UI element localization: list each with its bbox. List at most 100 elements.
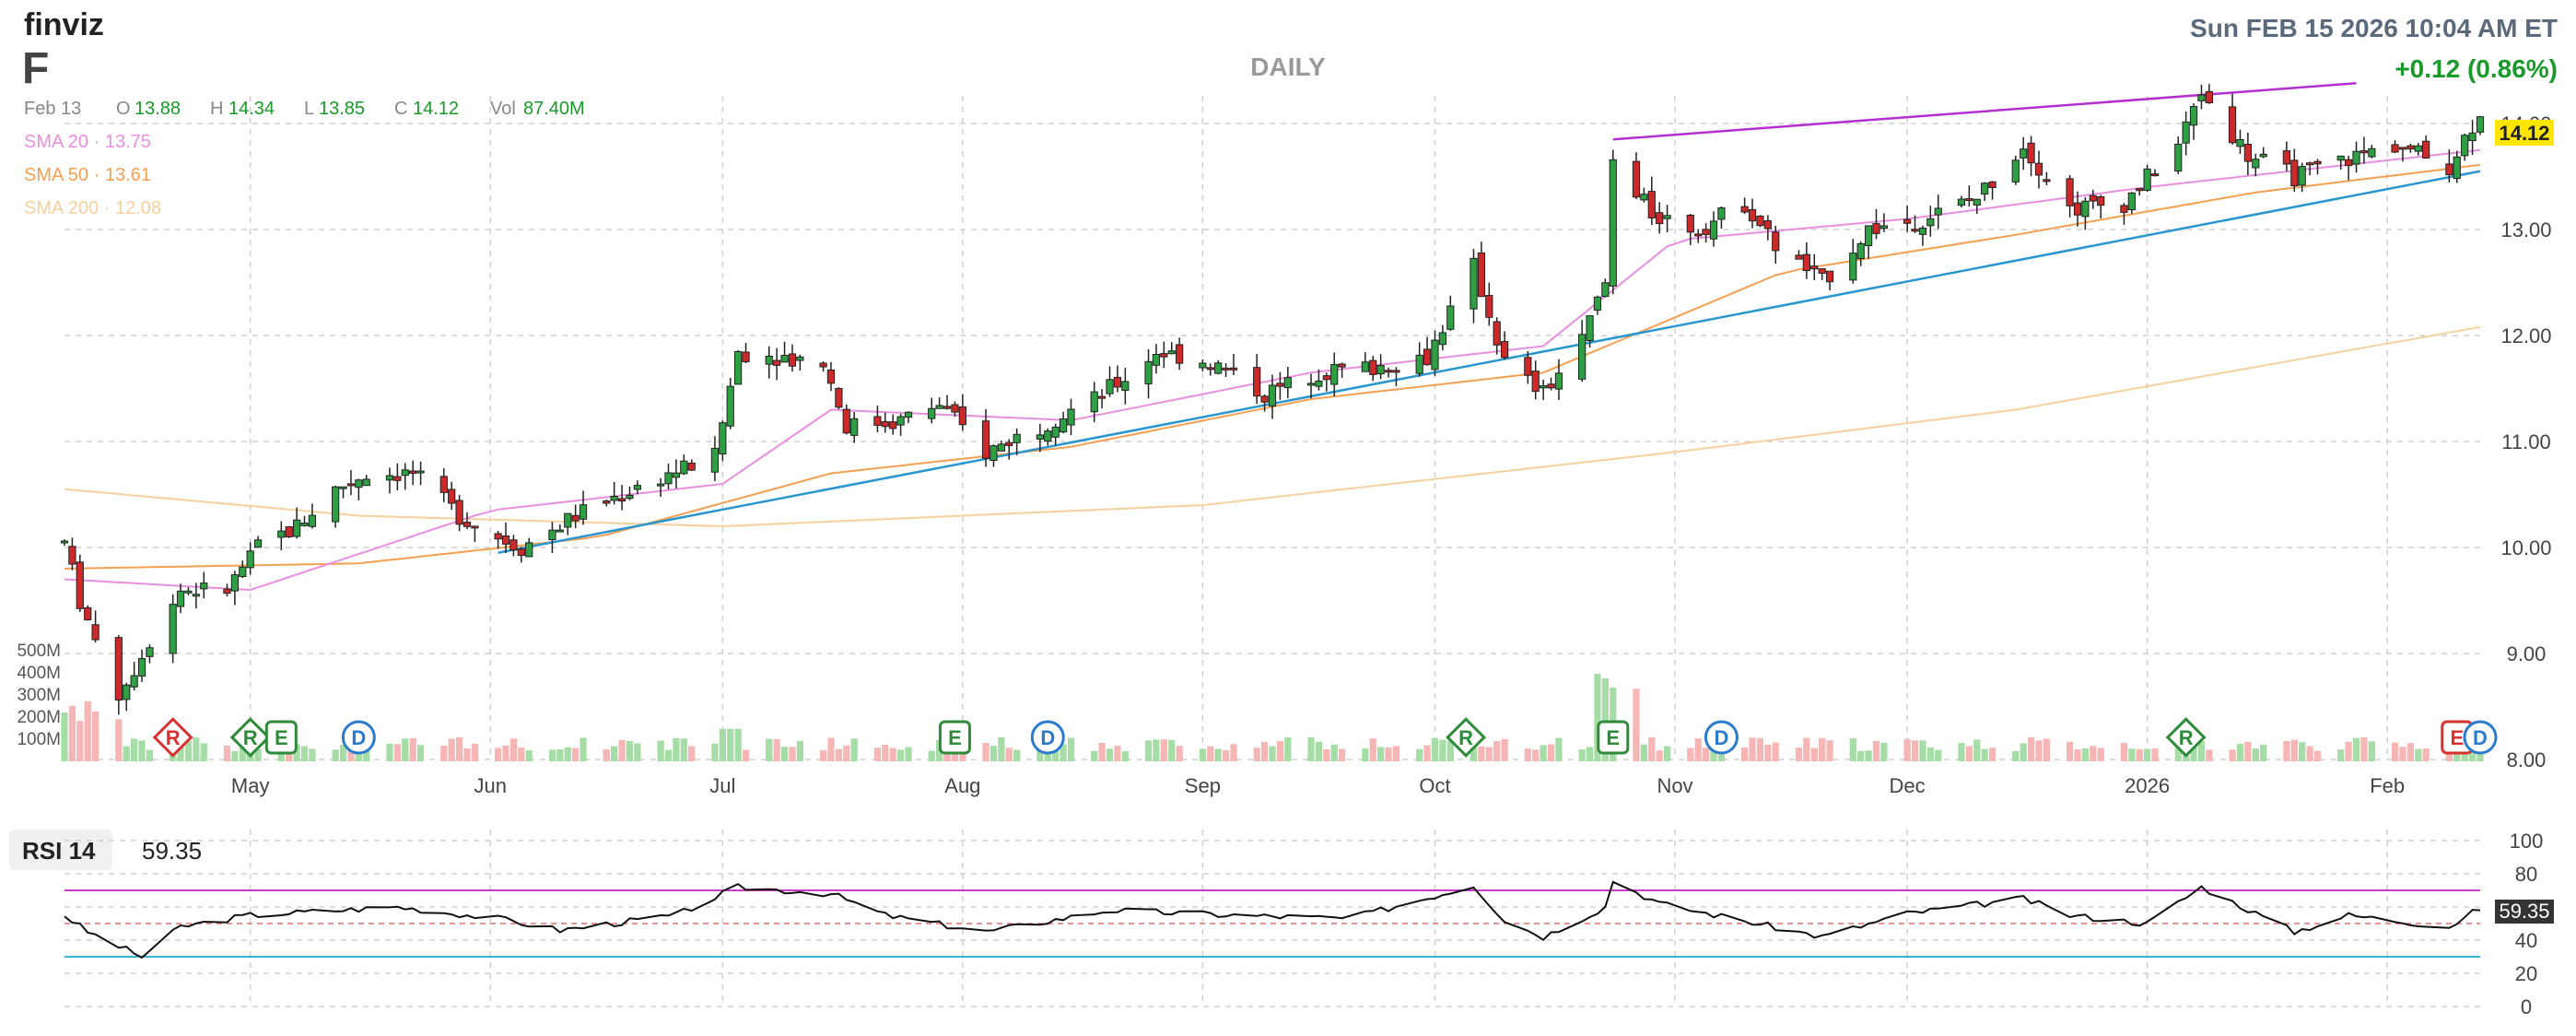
volume-bar [789,747,796,761]
ohlc-low-value: 13.85 [319,99,365,119]
candle [2259,147,2267,159]
event-marker-R[interactable]: R [152,717,193,758]
candle [1199,359,1207,371]
volume-bar [2468,748,2476,761]
volume-bar [634,743,641,761]
candle [1415,342,1423,377]
trendline-lower[interactable] [498,170,2481,554]
candle [664,464,673,489]
volume-bar [131,738,138,761]
event-marker-R[interactable]: R [2165,717,2207,758]
candle [2398,147,2407,162]
rsi-label-box[interactable] [9,830,112,870]
candle [626,486,634,500]
event-marker-R[interactable]: R [1446,717,1487,758]
volume-tick-label: 200M [17,708,61,727]
volume-bar [286,750,293,761]
time-tick-label: Oct [1419,774,1450,797]
volume-bar [688,746,696,761]
volume-tick-label: 400M [17,664,61,683]
candle [91,610,100,643]
volume-bar [2027,736,2035,761]
event-marker-E[interactable]: E [938,720,971,755]
candle [579,490,588,525]
brand-logo[interactable]: finviz [24,7,104,42]
volume-bar [1385,747,1392,761]
ohlc-open-value: 13.88 [135,99,181,119]
trendline-upper[interactable] [1612,82,2357,141]
svg-text:R: R [166,726,181,749]
svg-text:E: E [275,726,288,749]
candle [680,454,688,476]
candle [123,682,131,712]
volume-bar [580,737,587,761]
candle [2073,191,2082,227]
event-marker-D[interactable]: D [1030,720,1065,755]
candle [2414,143,2422,156]
event-marker-D[interactable]: D [2463,720,2498,755]
candle [339,486,347,499]
volume-bar [463,748,471,761]
volume-bar [402,738,409,761]
candle [1856,241,1865,266]
volume-bar [1640,744,1647,761]
trendlines[interactable] [498,82,2481,554]
volume-bar [123,746,130,761]
svg-text:D: D [351,726,366,749]
volume-bar [1633,689,1640,761]
candle [1361,351,1369,372]
volume-bar [146,749,154,761]
volume-bar [1958,743,1965,761]
volume-bar [1919,740,1926,761]
candle [2150,169,2160,177]
candle [1547,377,1555,391]
volume-bar [471,744,479,761]
volume-bar [897,749,905,761]
candle [2313,159,2322,175]
volume-bar [2190,744,2197,761]
event-marker-E[interactable]: E [264,720,298,755]
volume-bar [1656,750,1663,761]
volume-bar [1323,748,1330,761]
candle [2476,115,2485,135]
volume-bar [2313,750,2322,761]
candle [1067,398,1075,436]
volume-bar [1153,739,1160,761]
event-marker-E[interactable]: E [1597,720,1630,755]
volume-bar [1284,736,1292,761]
candle [1593,295,1602,315]
volume-bar [393,744,401,761]
candle [1872,208,1880,240]
candle [2127,192,2136,214]
candle [1756,215,1764,228]
volume-bar [2229,749,2236,761]
candle [2136,188,2144,196]
candle [997,441,1005,452]
candle [246,542,254,575]
volume-bar [1849,738,1856,761]
candle [1306,373,1316,399]
candle [1795,250,1803,260]
candle [2089,189,2097,209]
candle [2453,150,2461,183]
volume-bar [843,745,850,761]
event-marker-D[interactable]: D [1704,720,1739,755]
volume-bar [2151,748,2159,761]
volume-bar [509,738,518,761]
svg-text:E: E [948,726,962,749]
candle [517,547,525,563]
volume-bar [355,749,362,761]
volume-bar [2360,736,2368,761]
candle [742,343,750,364]
volume-bar [2066,741,2074,761]
candle [1849,239,1857,284]
volume-bar [455,736,463,761]
ohlc-high-label: H [210,99,223,119]
event-marker-R[interactable]: R [229,717,271,758]
volume-bar [309,748,316,761]
volume-bar [1826,740,1833,761]
event-marker-D[interactable]: D [341,720,376,755]
candle [1485,282,1493,326]
